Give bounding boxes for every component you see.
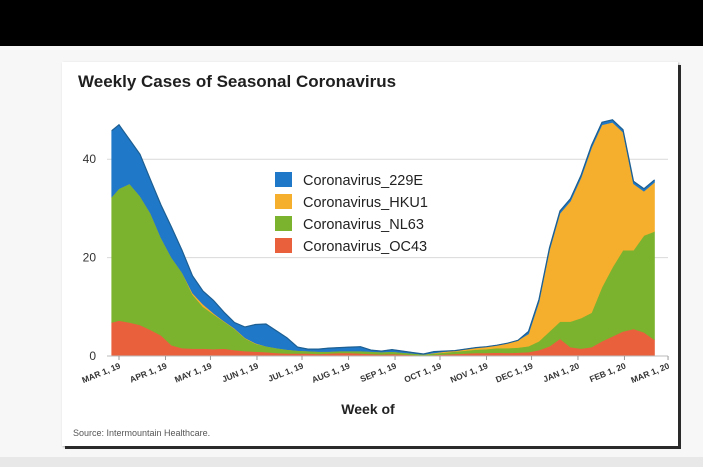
legend-label: Coronavirus_229E bbox=[303, 173, 423, 189]
source-note: Source: Intermountain Healthcare. bbox=[73, 428, 210, 438]
x-tick-label: JUN 1, 19 bbox=[220, 360, 259, 384]
x-tick-label: APR 1, 19 bbox=[128, 360, 168, 384]
y-tick-label: 20 bbox=[83, 251, 97, 265]
x-tick-label: MAR 1, 19 bbox=[80, 360, 122, 385]
x-tick-label: OCT 1, 19 bbox=[403, 360, 443, 384]
legend: Coronavirus_229E Coronavirus_HKU1 Coronavi… bbox=[275, 172, 428, 255]
legend-swatch-coronavirus-oc43 bbox=[275, 238, 292, 253]
legend-swatch-coronavirus-nl63 bbox=[275, 216, 292, 231]
x-tick-label: AUG 1, 19 bbox=[310, 360, 351, 384]
x-tick-label: JUL 1, 19 bbox=[267, 360, 305, 383]
x-tick-label: MAR 1, 20 bbox=[629, 360, 671, 385]
x-tick-label: SEP 1, 19 bbox=[359, 360, 398, 384]
x-tick-label: JAN 1, 20 bbox=[541, 360, 580, 384]
legend-swatch-coronavirus-229e bbox=[275, 172, 292, 187]
black-header-bar bbox=[0, 0, 703, 46]
legend-label: Coronavirus_OC43 bbox=[303, 239, 427, 255]
legend-label: Coronavirus_HKU1 bbox=[303, 195, 428, 211]
x-axis-title: Week of bbox=[341, 401, 395, 417]
area-layer bbox=[111, 119, 655, 357]
total-outline bbox=[111, 119, 655, 355]
bottom-strip bbox=[0, 457, 703, 467]
axis-layer: MAR 1, 19 APR 1, 19 MAY 1, 19 JUN 1, 19 JUL … bbox=[80, 355, 671, 385]
y-tick-label: 0 bbox=[89, 349, 96, 363]
chart-title: Weekly Cases of Seasonal Coronavirus bbox=[78, 72, 396, 91]
x-tick-label: FEB 1, 20 bbox=[588, 360, 627, 384]
x-tick-label: MAY 1, 19 bbox=[173, 360, 213, 384]
x-tick-label: NOV 1, 19 bbox=[449, 360, 490, 384]
x-tick-label: DEC 1, 19 bbox=[494, 360, 534, 384]
legend-swatch-coronavirus-hku1 bbox=[275, 194, 292, 209]
y-tick-label: 40 bbox=[83, 152, 97, 166]
legend-label: Coronavirus_NL63 bbox=[303, 217, 424, 233]
